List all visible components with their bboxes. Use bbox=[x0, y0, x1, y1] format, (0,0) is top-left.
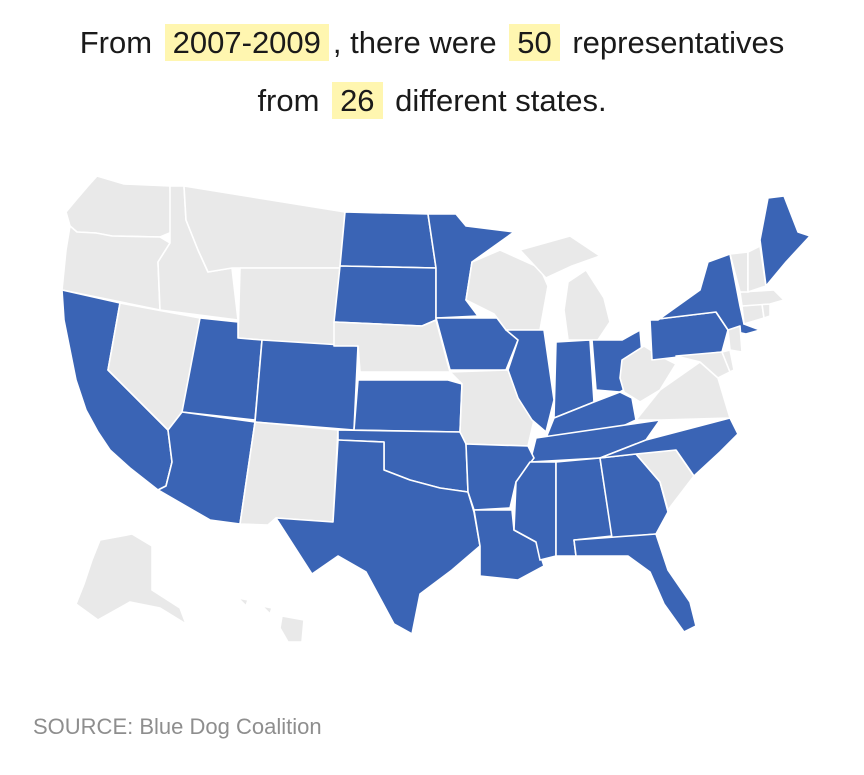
state-NM bbox=[239, 421, 339, 526]
state-NC bbox=[599, 417, 739, 477]
state-KS bbox=[353, 379, 463, 433]
headline-line-1: From 2007-2009, there were 50 representa… bbox=[0, 14, 864, 72]
state-LA bbox=[473, 509, 545, 581]
headline-text: representatives bbox=[572, 25, 785, 60]
state-WA bbox=[65, 175, 173, 238]
state-MI bbox=[519, 235, 611, 341]
source-note: SOURCE: Blue Dog Coalition bbox=[33, 714, 322, 739]
count-highlight: 50 bbox=[509, 24, 560, 61]
states-highlight: 26 bbox=[332, 82, 383, 119]
state-WY bbox=[237, 267, 341, 347]
state-NY bbox=[649, 253, 761, 335]
state-WV bbox=[619, 345, 677, 403]
state-MT bbox=[183, 185, 346, 273]
state-TX bbox=[275, 439, 481, 635]
state-MD bbox=[675, 351, 731, 379]
state-IA bbox=[435, 317, 519, 371]
state-ME bbox=[759, 195, 811, 287]
state-AZ bbox=[157, 411, 256, 525]
headline-text: different states. bbox=[395, 83, 607, 118]
headline-text: from bbox=[257, 83, 320, 118]
period-highlight: 2007-2009 bbox=[164, 24, 329, 61]
state-DE bbox=[721, 349, 735, 373]
state-NJ bbox=[727, 325, 743, 353]
state-AK bbox=[75, 533, 187, 625]
state-IL bbox=[505, 329, 555, 433]
state-FL bbox=[573, 533, 697, 633]
state-MA bbox=[739, 289, 785, 307]
state-RI bbox=[761, 303, 771, 319]
headline: From 2007-2009, there were 50 representa… bbox=[0, 14, 864, 130]
state-HI bbox=[237, 597, 305, 643]
state-ND bbox=[339, 211, 437, 269]
state-AR bbox=[465, 443, 535, 511]
headline-line-2: from 26 different states. bbox=[0, 72, 864, 130]
state-CT bbox=[741, 303, 765, 325]
headline-text: From bbox=[79, 25, 153, 60]
state-SD bbox=[333, 265, 437, 327]
state-NE bbox=[333, 319, 451, 373]
headline-text: , there were bbox=[332, 25, 497, 60]
state-CO bbox=[254, 339, 359, 431]
